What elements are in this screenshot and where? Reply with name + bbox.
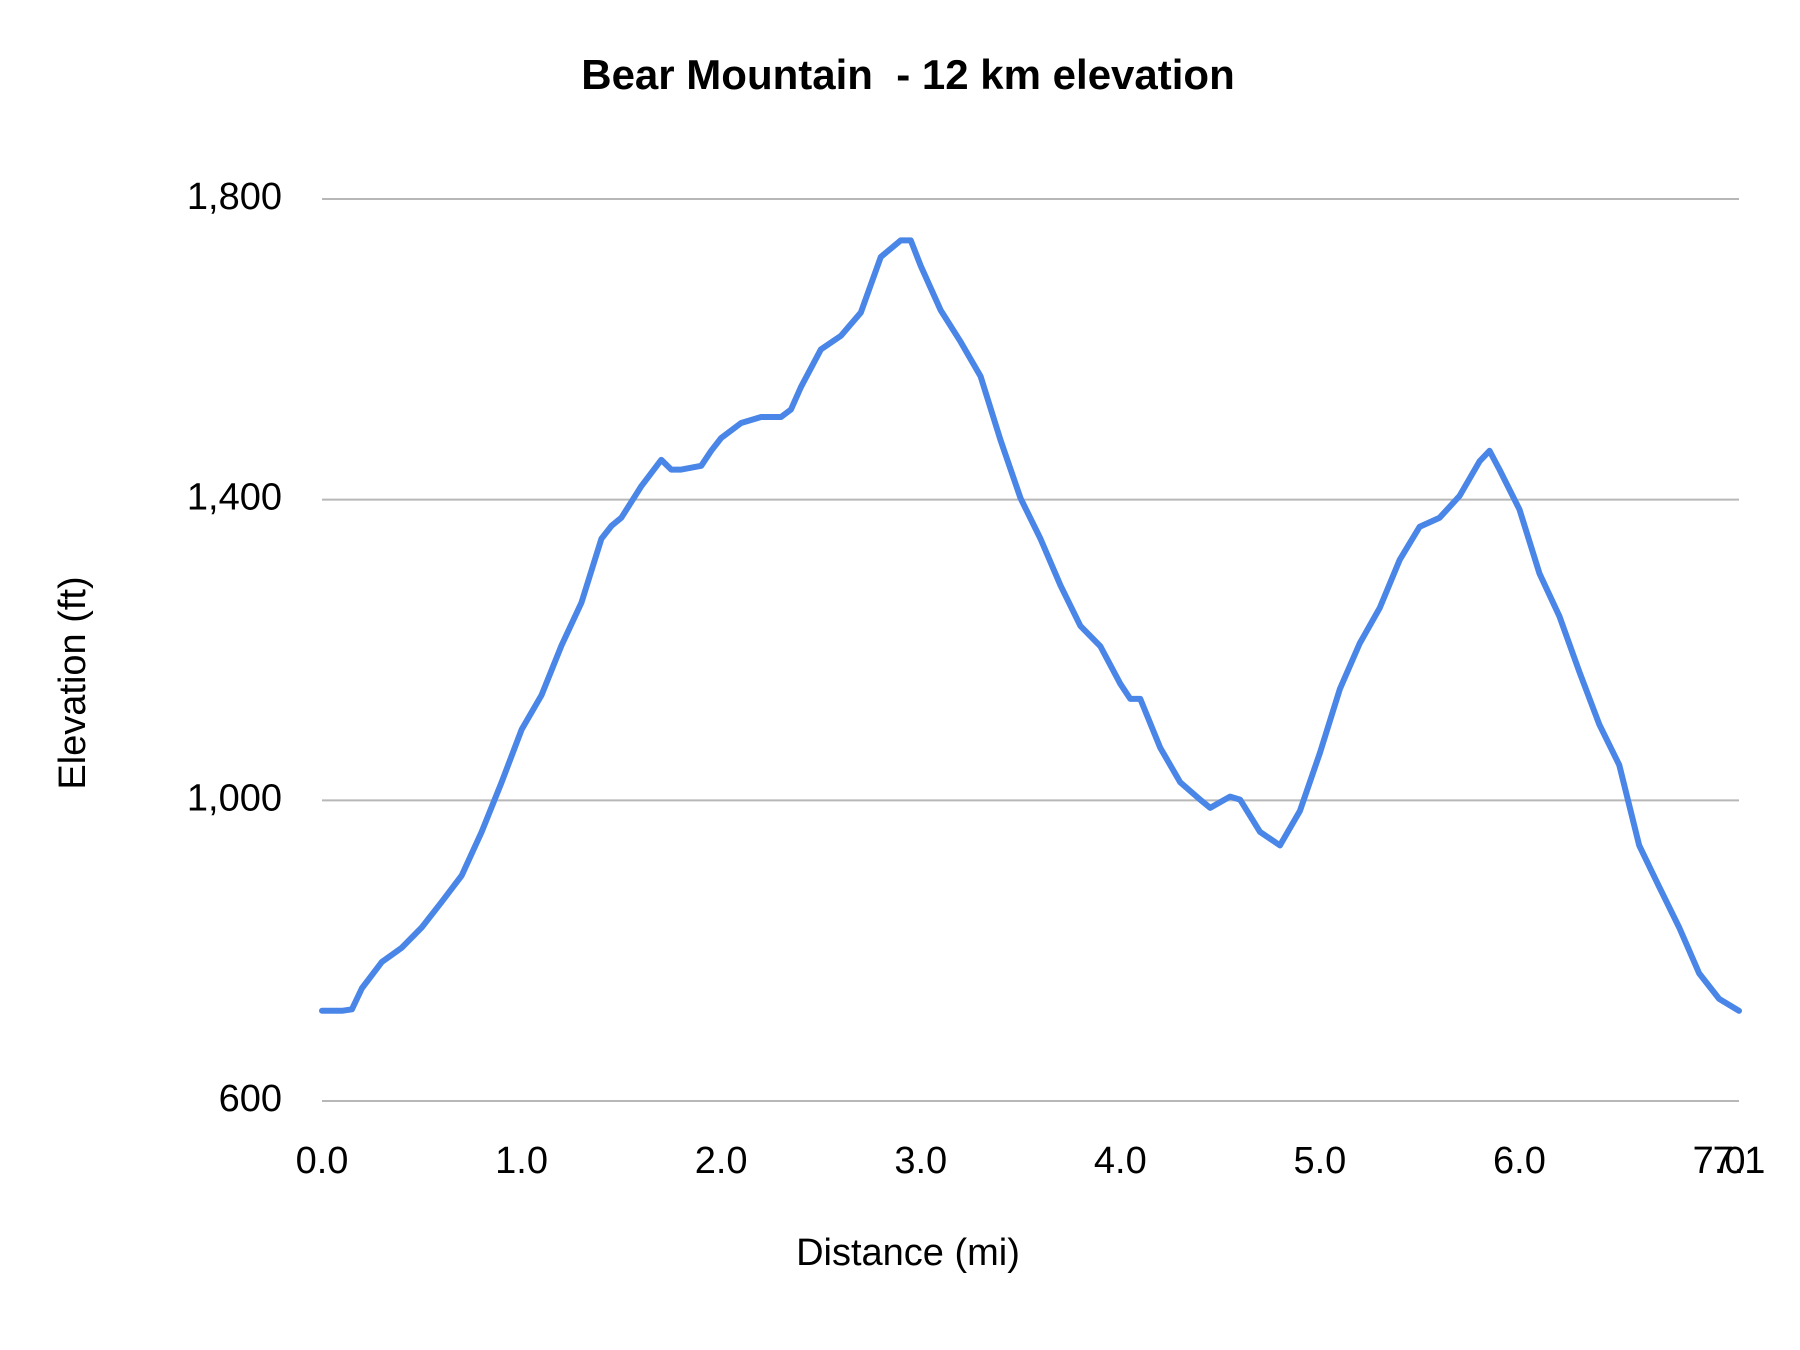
elevation-line [319, 237, 1742, 1014]
x-axis-title: Distance (mi) [796, 1232, 1020, 1274]
x-tick-label: 1.0 [495, 1140, 548, 1182]
x-tick-label: 2.0 [695, 1140, 748, 1182]
y-tick-label: 1,400 [187, 477, 282, 519]
x-tick-label: 7.1 [1713, 1140, 1766, 1182]
x-tick-label: 4.0 [1094, 1140, 1147, 1182]
y-tick-label: 600 [219, 1078, 282, 1120]
y-tick-label: 1,000 [187, 777, 282, 819]
x-tick-label: 7.0 [1693, 1140, 1746, 1182]
chart-title: Bear Mountain - 12 km elevation [581, 51, 1235, 98]
x-tick-label: 0.0 [296, 1140, 349, 1182]
y-tick-label: 1,800 [187, 176, 282, 218]
x-tick-label: 3.0 [894, 1140, 947, 1182]
y-axis-title: Elevation (ft) [52, 576, 94, 789]
x-tick-label: 6.0 [1493, 1140, 1546, 1182]
x-tick-label: 5.0 [1293, 1140, 1346, 1182]
